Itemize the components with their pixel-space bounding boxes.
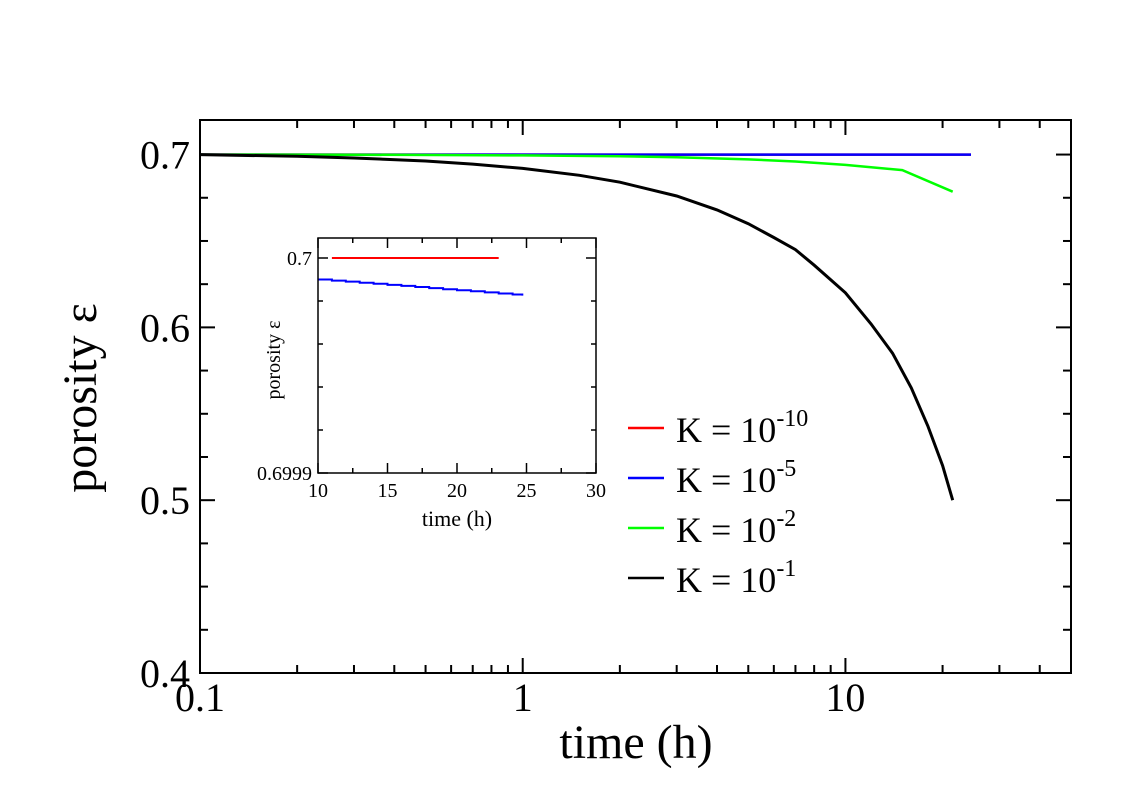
inset-y-tick-label: 0.6999	[257, 463, 312, 485]
main-plot: 0.1 1 10 0.4 0.5 0.6 0.7 time (h) porosity ε	[54, 119, 1072, 769]
x-tick-label: 10	[825, 675, 865, 720]
inset-plot: 10 15 20 25 30 0.6999 0.7 time (h) porosity ε	[257, 237, 606, 531]
y-tick-label: 0.7	[140, 133, 190, 178]
x-tick-label: 0.1	[175, 675, 225, 720]
legend-label: K = 10-5	[676, 456, 796, 500]
y-tick-label: 0.5	[140, 478, 190, 523]
plot-frame	[199, 119, 1072, 674]
inset-series-line-1	[318, 278, 524, 296]
inset-x-axis-label: time (h)	[422, 506, 492, 531]
legend: K = 10-10 K = 10-5 K = 10-2 K = 10-1	[628, 406, 808, 600]
inset-x-tick-label: 10	[308, 480, 328, 502]
inset-y-axis-label: porosity ε	[263, 321, 285, 400]
series-line-neg2	[199, 153, 954, 193]
inset-frame	[317, 237, 597, 474]
inset-background	[318, 238, 596, 473]
inset-x-tick-label: 15	[378, 480, 398, 502]
y-tick-label: 0.6	[140, 305, 190, 350]
y-axis-label: porosity ε	[54, 303, 107, 493]
x-tick-label: 1	[513, 675, 533, 720]
series-line-neg1	[199, 153, 955, 501]
x-axis-label: time (h)	[559, 716, 712, 769]
y-tick-label: 0.4	[140, 651, 190, 696]
inset-x-tick-label: 30	[586, 480, 606, 502]
inset-x-tick-label: 25	[517, 480, 537, 502]
legend-label: K = 10-10	[676, 406, 808, 450]
legend-label: K = 10-2	[676, 506, 796, 550]
legend-label: K = 10-1	[676, 556, 796, 600]
inset-x-tick-label: 20	[447, 480, 467, 502]
inset-y-tick-label: 0.7	[287, 248, 312, 270]
